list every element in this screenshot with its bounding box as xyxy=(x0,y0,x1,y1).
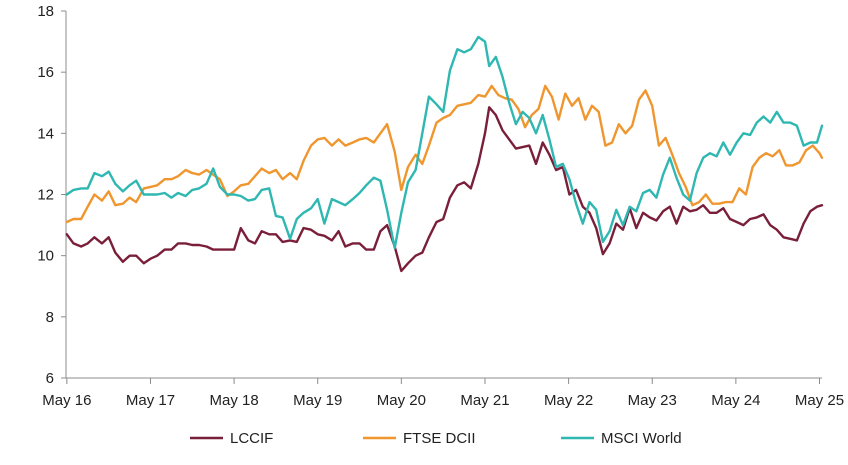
y-tick-label: 6 xyxy=(46,370,54,387)
series-line-lccif xyxy=(65,106,824,273)
legend-label: MSCI World xyxy=(601,430,682,447)
x-tick-label: May 16 xyxy=(42,392,91,409)
x-tick-label: May 21 xyxy=(460,392,509,409)
legend: LCCIF FTSE DCII MSCI World xyxy=(190,430,682,447)
y-tick-label: 14 xyxy=(37,125,54,142)
series-line-msci-world xyxy=(65,35,824,250)
y-tick-label: 18 xyxy=(37,3,54,20)
x-tick-label: May 18 xyxy=(209,392,258,409)
y-axis-ticks: 6 8 10 12 14 16 18 xyxy=(37,3,66,387)
y-tick-label: 12 xyxy=(37,187,54,204)
x-tick-label: May 22 xyxy=(544,392,593,409)
y-tick-label: 10 xyxy=(37,248,54,265)
series-lines xyxy=(65,35,824,273)
x-tick-label: May 20 xyxy=(377,392,426,409)
x-tick-label: May 17 xyxy=(126,392,175,409)
series-line-ftse-dcii xyxy=(65,84,824,224)
x-tick-label: May 19 xyxy=(293,392,342,409)
y-tick-label: 16 xyxy=(37,64,54,81)
legend-label: FTSE DCII xyxy=(403,430,476,447)
x-axis-ticks: May 16 May 17 May 18 May 19 May 20 May 21 May … xyxy=(42,378,844,409)
legend-label: LCCIF xyxy=(230,430,273,447)
y-tick-label: 8 xyxy=(46,309,54,326)
x-tick-label: May 24 xyxy=(711,392,760,409)
x-tick-label: May 23 xyxy=(628,392,677,409)
x-tick-label: May 25 xyxy=(795,392,844,409)
